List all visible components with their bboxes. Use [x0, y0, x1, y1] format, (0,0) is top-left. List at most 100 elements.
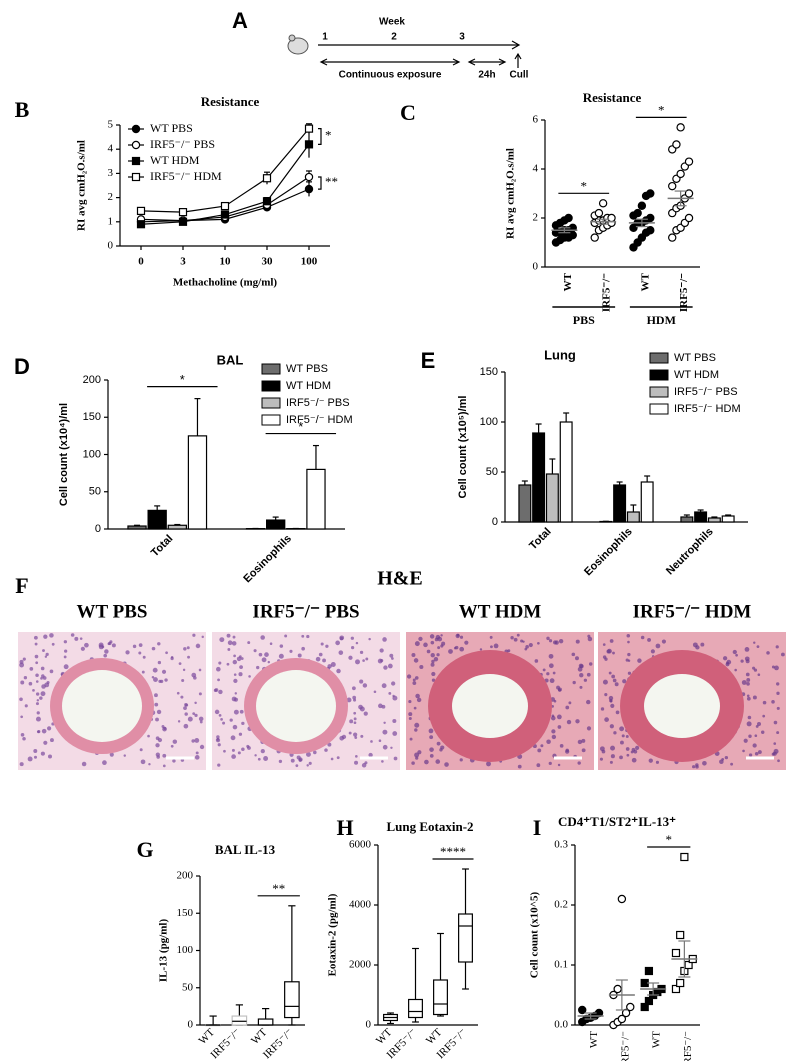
nucleus — [612, 678, 617, 683]
nucleus — [63, 664, 69, 670]
timeline: A Week 1 2 3 Continuous exposure 24h Cull — [232, 8, 529, 81]
nucleus — [35, 661, 39, 665]
nucleus — [35, 673, 39, 678]
nucleus — [37, 730, 41, 734]
nucleus — [164, 678, 168, 682]
marker — [672, 140, 681, 149]
nucleus — [381, 760, 384, 763]
nucleus — [22, 737, 26, 741]
nucleus — [353, 732, 358, 737]
nucleus — [525, 645, 529, 649]
nucleus — [609, 724, 614, 729]
nucleus — [46, 681, 50, 685]
nucleus — [542, 668, 546, 672]
nucleus — [415, 756, 419, 760]
nucleus — [661, 639, 667, 644]
nucleus — [752, 743, 757, 748]
marker — [640, 1002, 649, 1012]
nucleus — [43, 634, 48, 639]
nucleus — [583, 678, 588, 682]
nucleus — [151, 646, 156, 651]
y-tick-label: 0 — [533, 261, 539, 273]
nucleus — [744, 656, 750, 662]
nucleus — [232, 724, 238, 730]
nucleus — [170, 656, 174, 661]
nucleus — [98, 642, 104, 648]
nucleus — [740, 659, 744, 663]
arrow-head — [467, 58, 507, 66]
nucleus — [348, 731, 352, 735]
nucleus — [754, 751, 759, 756]
image-label: WT HDM — [459, 601, 542, 622]
nucleus — [239, 655, 242, 658]
nucleus — [152, 667, 158, 673]
nucleus — [746, 696, 751, 701]
nucleus — [444, 762, 449, 767]
nucleus — [441, 641, 446, 646]
nucleus — [231, 754, 236, 759]
nucleus — [625, 747, 630, 751]
nucleus — [199, 744, 205, 750]
nucleus — [587, 636, 593, 642]
x-tick-label: 10 — [220, 256, 232, 268]
legend-swatch — [261, 363, 281, 375]
nucleus — [195, 643, 201, 649]
nucleus — [609, 639, 614, 643]
nucleus — [229, 718, 233, 722]
nucleus — [771, 700, 775, 704]
marker — [646, 226, 655, 235]
y-tick-label: 0 — [366, 1019, 372, 1031]
nucleus — [493, 643, 499, 649]
nucleus — [440, 745, 445, 750]
significance-label: ** — [325, 174, 338, 189]
nucleus — [419, 664, 424, 670]
legend-swatch — [261, 380, 281, 392]
x-tick-label: Eosinophils — [582, 526, 635, 579]
nucleus — [42, 649, 45, 652]
nucleus — [263, 756, 269, 761]
nucleus — [301, 634, 305, 638]
nucleus — [305, 751, 311, 757]
nucleus — [389, 653, 394, 658]
nucleus — [139, 748, 143, 752]
nucleus — [153, 677, 158, 682]
y-tick-label: 2 — [108, 191, 114, 203]
nucleus — [354, 760, 359, 765]
marker — [633, 208, 642, 218]
mouse-ear — [288, 34, 296, 42]
marker — [131, 124, 141, 134]
nucleus — [627, 652, 631, 657]
y-tick-label: 150 — [177, 907, 194, 919]
week-number: 2 — [391, 32, 397, 43]
bar — [680, 516, 694, 523]
nucleus — [435, 634, 441, 640]
nucleus — [158, 679, 162, 683]
nucleus — [575, 719, 580, 724]
nucleus — [232, 635, 236, 639]
nucleus — [354, 736, 358, 739]
nucleus — [464, 640, 469, 645]
nucleus — [218, 661, 222, 665]
nucleus — [172, 759, 176, 763]
histology-image — [598, 632, 786, 770]
nucleus — [45, 652, 49, 657]
nucleus — [574, 656, 579, 661]
y-tick-label: 50 — [89, 486, 101, 498]
nucleus — [423, 642, 428, 648]
nucleus — [391, 657, 394, 660]
legend-swatch — [649, 386, 669, 398]
nucleus — [558, 688, 562, 692]
nucleus — [348, 655, 353, 660]
marker — [684, 157, 694, 166]
nucleus — [192, 633, 196, 637]
nucleus — [411, 652, 416, 657]
nucleus — [362, 683, 368, 688]
legend-swatch — [261, 414, 281, 426]
nucleus — [548, 653, 554, 659]
nucleus — [104, 649, 109, 654]
nucleus — [382, 637, 387, 642]
nucleus — [40, 666, 45, 671]
nucleus — [44, 655, 48, 658]
legend-label: WT HDM — [286, 380, 331, 392]
nucleus — [429, 754, 434, 758]
